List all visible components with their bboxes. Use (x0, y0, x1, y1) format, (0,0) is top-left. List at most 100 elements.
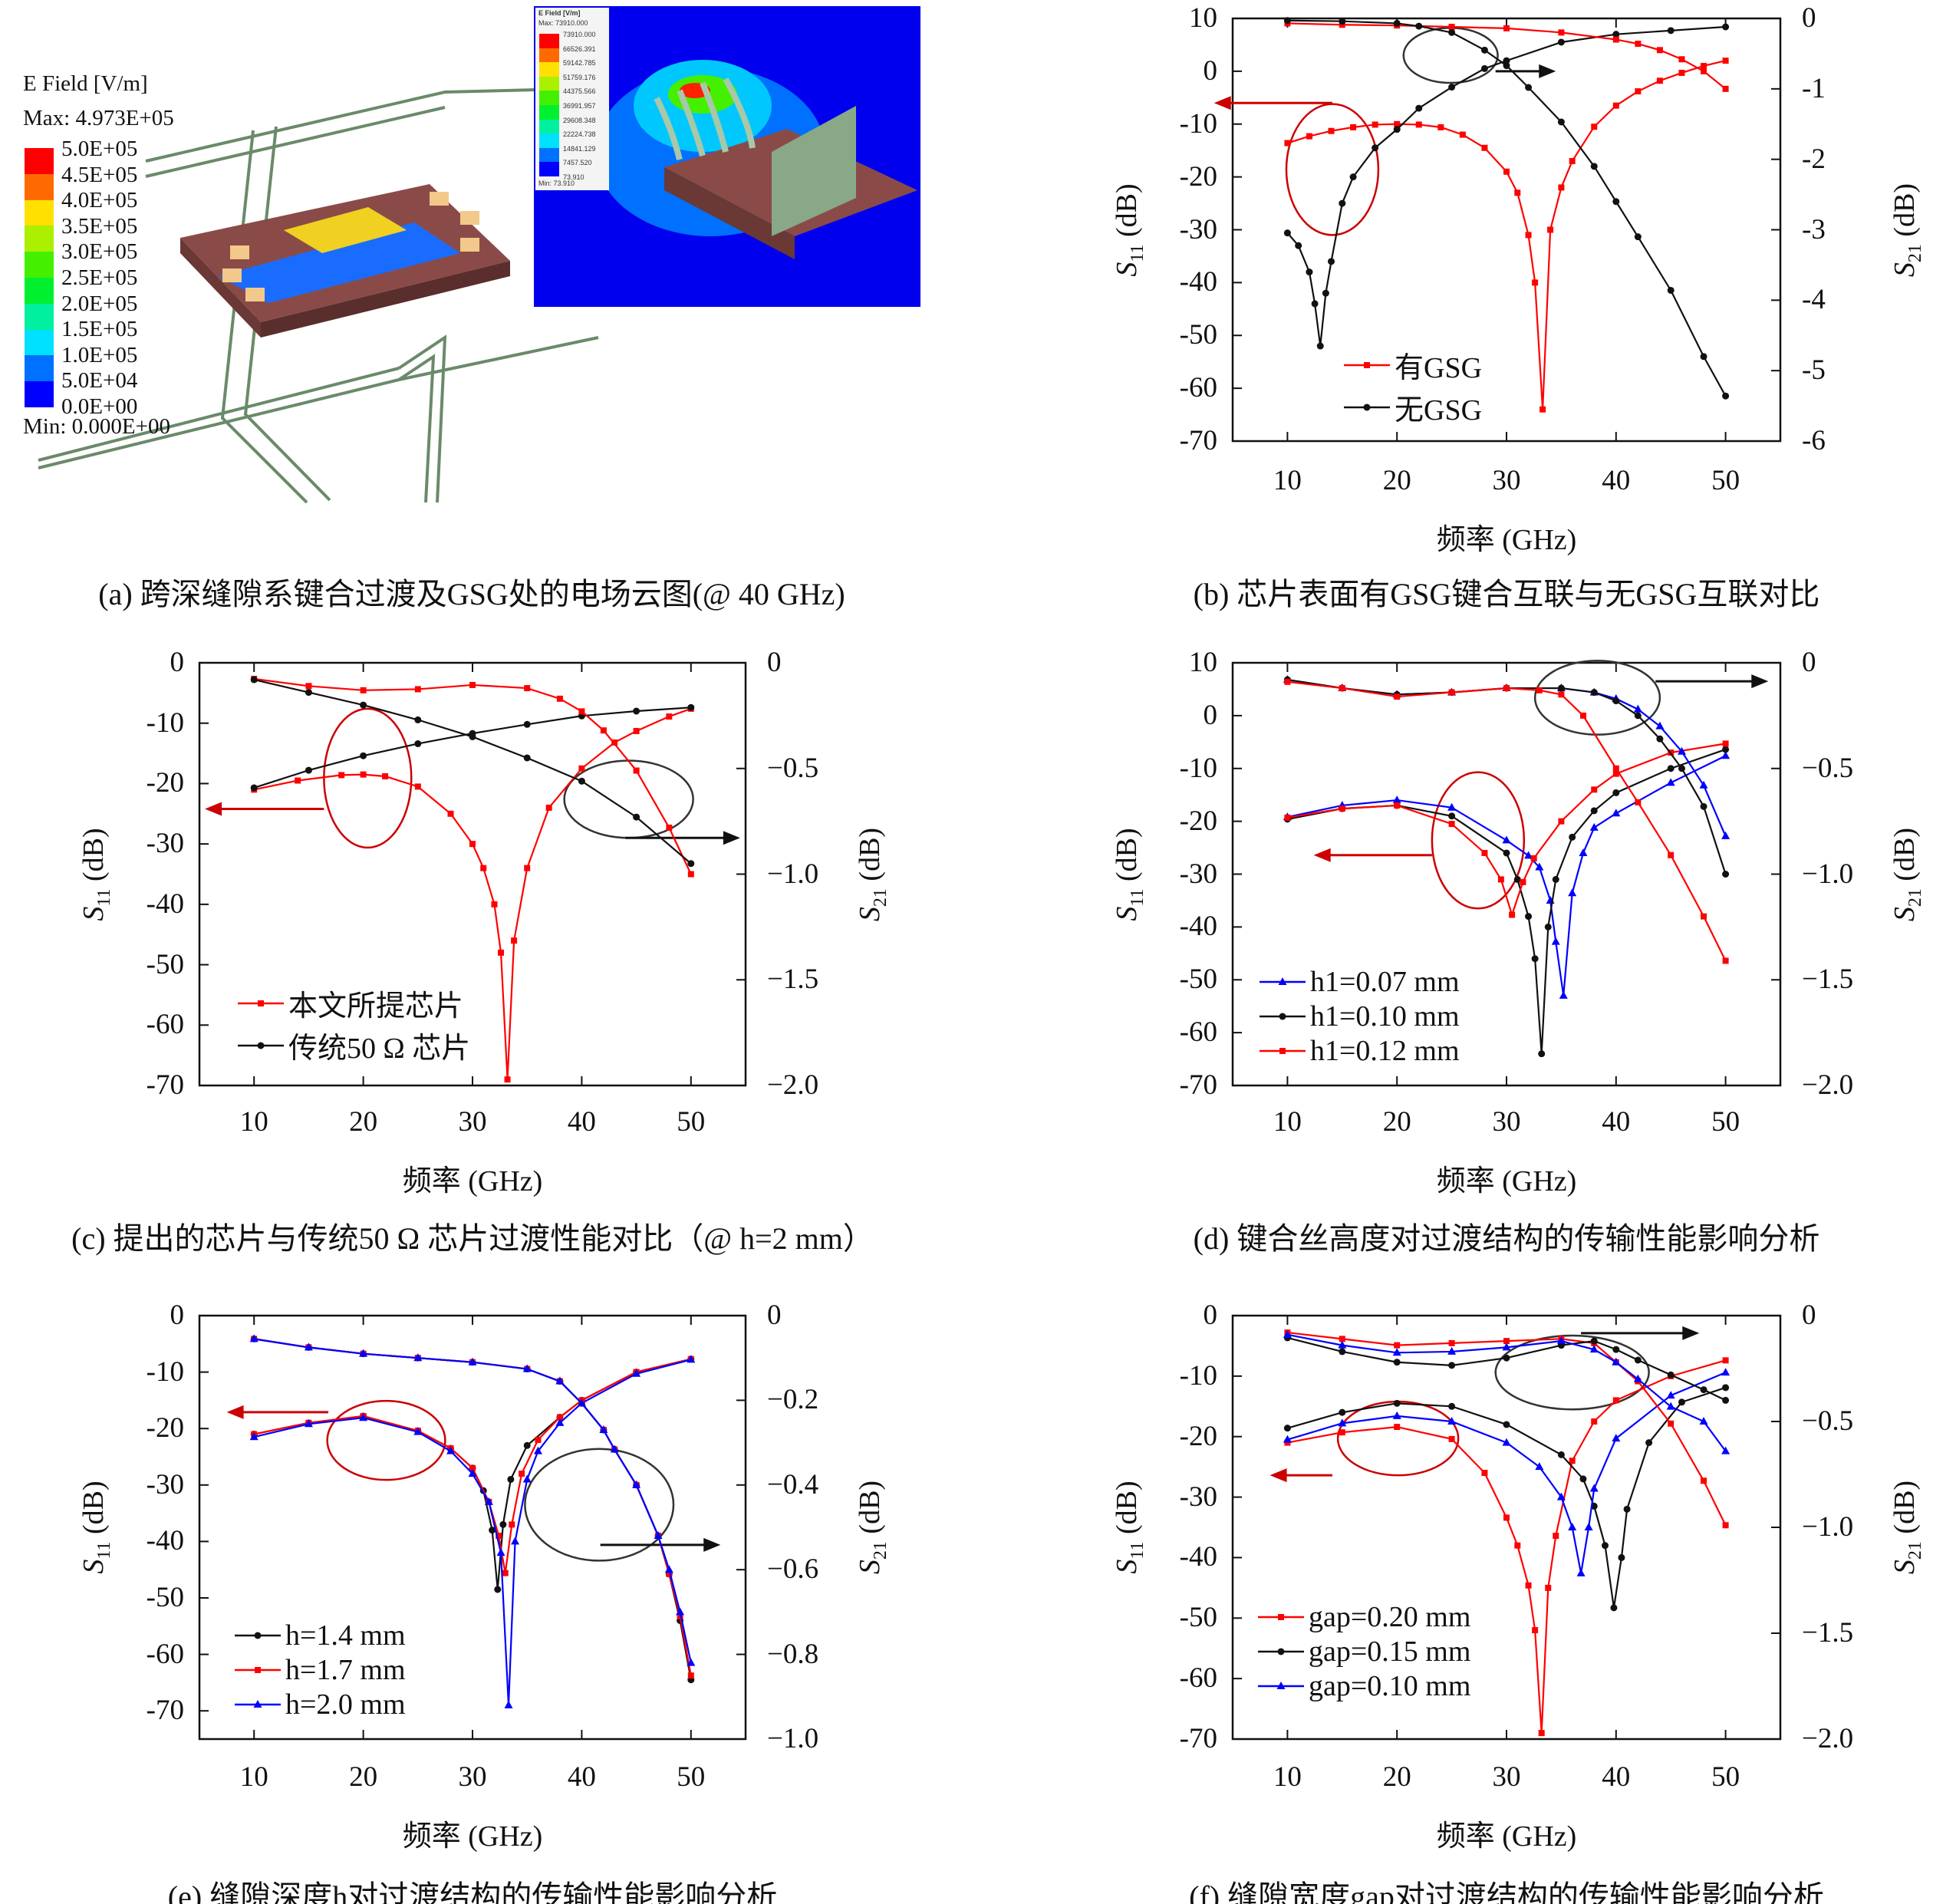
y-left-tick-label: -50 (1179, 319, 1217, 351)
colorbar-label: 5.0E+05 (61, 137, 138, 161)
y-left-tick-label: -20 (1179, 1420, 1217, 1452)
data-point (1393, 802, 1401, 809)
data-point (468, 1357, 477, 1365)
data-point (1525, 1582, 1532, 1589)
data-point (1339, 1336, 1345, 1342)
data-point (1448, 1435, 1455, 1442)
data-point (1633, 1374, 1642, 1382)
legend-marker (1363, 404, 1371, 410)
y-left-tick-label: -40 (146, 1525, 184, 1557)
y-right-tick-label: −1.0 (767, 858, 819, 890)
data-point (305, 683, 312, 690)
y-left-tick-label: -10 (1179, 107, 1217, 140)
data-point (578, 765, 585, 772)
data-point (1392, 796, 1401, 804)
data-point (469, 841, 476, 848)
data-point (1372, 144, 1379, 152)
y-left-tick-label: -60 (1179, 1662, 1217, 1695)
arrow-head-icon (1269, 1468, 1287, 1483)
series-line (1287, 60, 1726, 410)
data-point (1668, 1420, 1674, 1427)
chart-caption: (d) 键合丝高度对过渡结构的传输性能影响分析 (1193, 1221, 1820, 1256)
series-line (1287, 1386, 1726, 1609)
series-本文所提芯片-S21 (251, 675, 694, 878)
data-point (664, 1565, 673, 1573)
axis-symbol: S (77, 1559, 110, 1574)
data-point (1283, 815, 1291, 823)
data-point (489, 1527, 496, 1534)
data-point (578, 1399, 585, 1407)
y-axis-label-right: S21 (dB) (853, 1481, 891, 1574)
y-right-tick-label: −2.0 (1802, 1069, 1854, 1101)
x-axis-label: 频率 (GHz) (402, 1820, 543, 1853)
data-point (1666, 778, 1675, 786)
data-point (1437, 124, 1444, 130)
data-point (469, 1359, 476, 1366)
data-point (524, 865, 531, 871)
data-point (1721, 831, 1730, 839)
colorbar-min: Min: 0.000E+00 (23, 414, 170, 439)
data-point (1668, 749, 1674, 756)
arrow-head-icon (226, 1405, 244, 1419)
data-point (1503, 1514, 1510, 1521)
series-h1=0.10-mm-S21 (1283, 676, 1730, 878)
data-point (360, 1412, 367, 1420)
data-point (1284, 814, 1291, 821)
data-point (414, 1354, 422, 1362)
y-left-tick-label: 0 (1203, 1300, 1218, 1331)
data-point (1503, 684, 1510, 692)
data-point (250, 676, 258, 684)
data-point (677, 1616, 684, 1624)
data-point (1283, 1329, 1292, 1338)
legend-label: h=2.0 mm (285, 1688, 406, 1721)
data-point (1447, 802, 1457, 811)
legend-entry: h1=0.10 mm (1260, 1000, 1460, 1033)
inset-legend-label: 73.910 (563, 173, 585, 181)
data-point (1532, 279, 1539, 286)
data-point (611, 739, 618, 746)
annotation-ellipse (524, 1448, 675, 1562)
data-point (486, 1498, 492, 1505)
data-point (1623, 1505, 1631, 1513)
axis-unit: (dB) (1111, 827, 1144, 889)
series-line (1287, 678, 1727, 875)
data-point (1645, 1439, 1653, 1447)
data-point (687, 1355, 696, 1363)
data-point (1311, 300, 1319, 308)
y-left-tick-label: -50 (146, 1582, 184, 1613)
inset-legend-label: 73910.000 (563, 31, 596, 38)
data-point (1283, 1425, 1291, 1432)
legend-entry: gap=0.20 mm (1258, 1600, 1470, 1634)
data-point (533, 1446, 542, 1454)
data-point (1497, 876, 1504, 883)
annotation-ellipse (1285, 103, 1380, 236)
data-point (654, 1531, 663, 1540)
y-right-tick-label: −0.4 (767, 1468, 819, 1500)
axis-subscript: 11 (94, 1541, 114, 1560)
y-left-tick-label: -30 (146, 1468, 184, 1500)
axis-unit: (dB) (77, 827, 110, 889)
axis-symbol: S (1111, 262, 1144, 277)
data-point (1544, 923, 1552, 931)
colorbar-label: 5.0E+04 (61, 368, 138, 394)
data-point (1666, 1391, 1675, 1399)
data-point (1393, 126, 1401, 133)
inset-legend-label: 14841.129 (563, 144, 596, 153)
data-point (1558, 691, 1565, 698)
y-left-tick-label: -50 (1179, 964, 1217, 996)
axis-symbol: S (77, 906, 110, 921)
legend-swatch (238, 1000, 284, 1006)
data-point (1656, 77, 1663, 84)
inset-legend: E Field [V/m] Max: 73910.000 Min: 73.910… (535, 8, 609, 190)
x-tick-label: 50 (1711, 1106, 1740, 1138)
y-left-tick-label: -70 (1179, 425, 1217, 456)
legend-entry: h1=0.07 mm (1260, 965, 1460, 999)
inset-legend-max: Max: 73910.000 (538, 19, 588, 27)
y-right-tick-label: -6 (1802, 425, 1826, 456)
data-point (666, 824, 673, 831)
legend-entry: 有GSG (1344, 344, 1482, 386)
data-point (632, 1369, 641, 1377)
inset-colorbar-band (539, 76, 559, 91)
y-right-tick-label: 0 (1802, 2, 1816, 34)
series-无GSG-S21 (1283, 17, 1730, 400)
